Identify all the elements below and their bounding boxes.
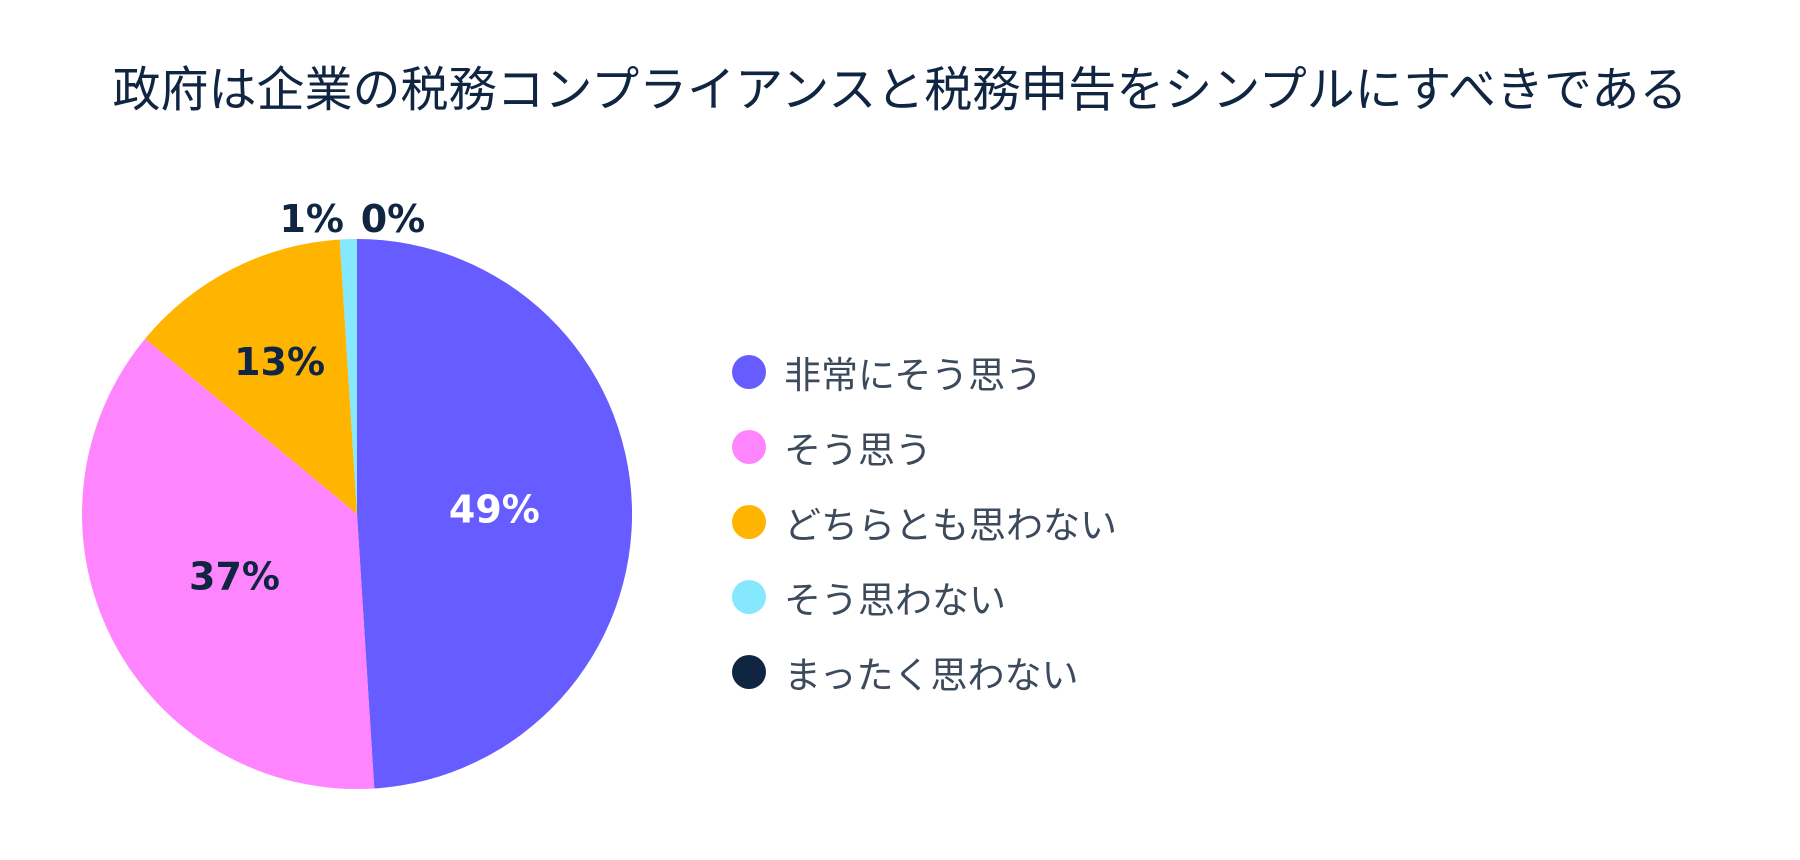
- pie-label-1: 49%: [449, 488, 540, 532]
- legend-swatch-2: [732, 429, 766, 464]
- legend-item-3: どちらとも思わない: [732, 484, 1117, 559]
- pie-labels: 49% 37% 13% 1% 0%: [189, 197, 540, 598]
- pie-slice-2: [82, 338, 375, 790]
- legend-swatch-4: [732, 579, 766, 614]
- legend: 非常にそう思う そう思うどちらとも思わない そう思わないまったく思わない: [732, 334, 1117, 709]
- legend-item-5: まったく思わない: [732, 634, 1117, 709]
- legend-item-4: そう思わない: [732, 559, 1117, 634]
- legend-item-1: 非常にそう思う: [732, 334, 1117, 409]
- legend-label-2: そう思う: [784, 428, 932, 472]
- pie-label-3: 13%: [234, 340, 325, 384]
- legend-swatch-1: [732, 354, 766, 389]
- pie-slice-1: [357, 238, 633, 789]
- legend-swatch-3: [732, 504, 766, 539]
- pie-label-2: 37%: [189, 554, 280, 598]
- legend-label-3: どちらとも思わない: [784, 503, 1117, 547]
- pie-slices: [82, 238, 633, 790]
- pie-slice-4: [339, 239, 357, 514]
- legend-swatch-5: [732, 654, 766, 689]
- chart-title: 政府は企業の税務コンプライアンスと税務申告をシンプルにすべきである: [112, 62, 1688, 118]
- pie-label-5: 0%: [361, 197, 426, 241]
- pie-label-4: 1%: [279, 197, 344, 241]
- legend-label-1: 非常にそう思う: [784, 353, 1043, 397]
- legend-label-5: まったく思わない: [784, 653, 1079, 697]
- legend-item-2: そう思う: [732, 409, 1117, 484]
- legend-label-4: そう思わない: [784, 578, 1006, 622]
- pie-slice-3: [145, 239, 357, 515]
